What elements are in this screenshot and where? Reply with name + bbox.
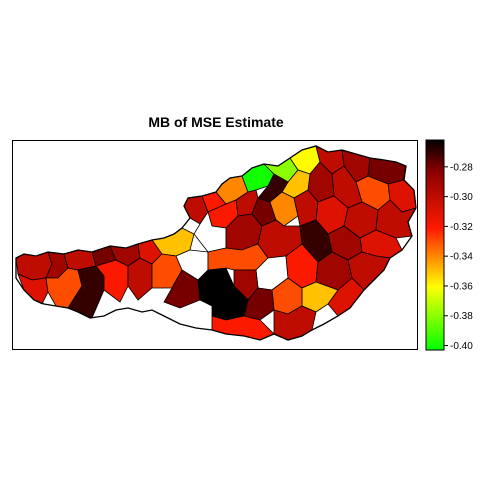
district-polygon — [127, 257, 153, 301]
legend-color-bar — [425, 139, 445, 351]
legend-tick-label: -0.28 — [450, 162, 473, 173]
map-frame — [12, 140, 418, 350]
legend-ticks: -0.28 -0.30 -0.32 -0.34 -0.36 -0.38 -0.40 — [444, 162, 473, 352]
austria-map — [15, 145, 417, 341]
legend-tick-label: -0.34 — [450, 252, 473, 263]
legend-tick-label: -0.30 — [450, 192, 473, 203]
district-layer — [15, 145, 417, 341]
map-title: MB of MSE Estimate — [148, 114, 284, 130]
legend-tick-label: -0.36 — [450, 281, 473, 292]
legend-tick-label: -0.40 — [450, 341, 473, 352]
country-outline — [15, 145, 417, 341]
legend-tick-label: -0.32 — [450, 222, 473, 233]
color-legend: -0.28 -0.30 -0.32 -0.34 -0.36 -0.38 -0.40 — [425, 139, 473, 352]
legend-tick-label: -0.38 — [450, 311, 473, 322]
